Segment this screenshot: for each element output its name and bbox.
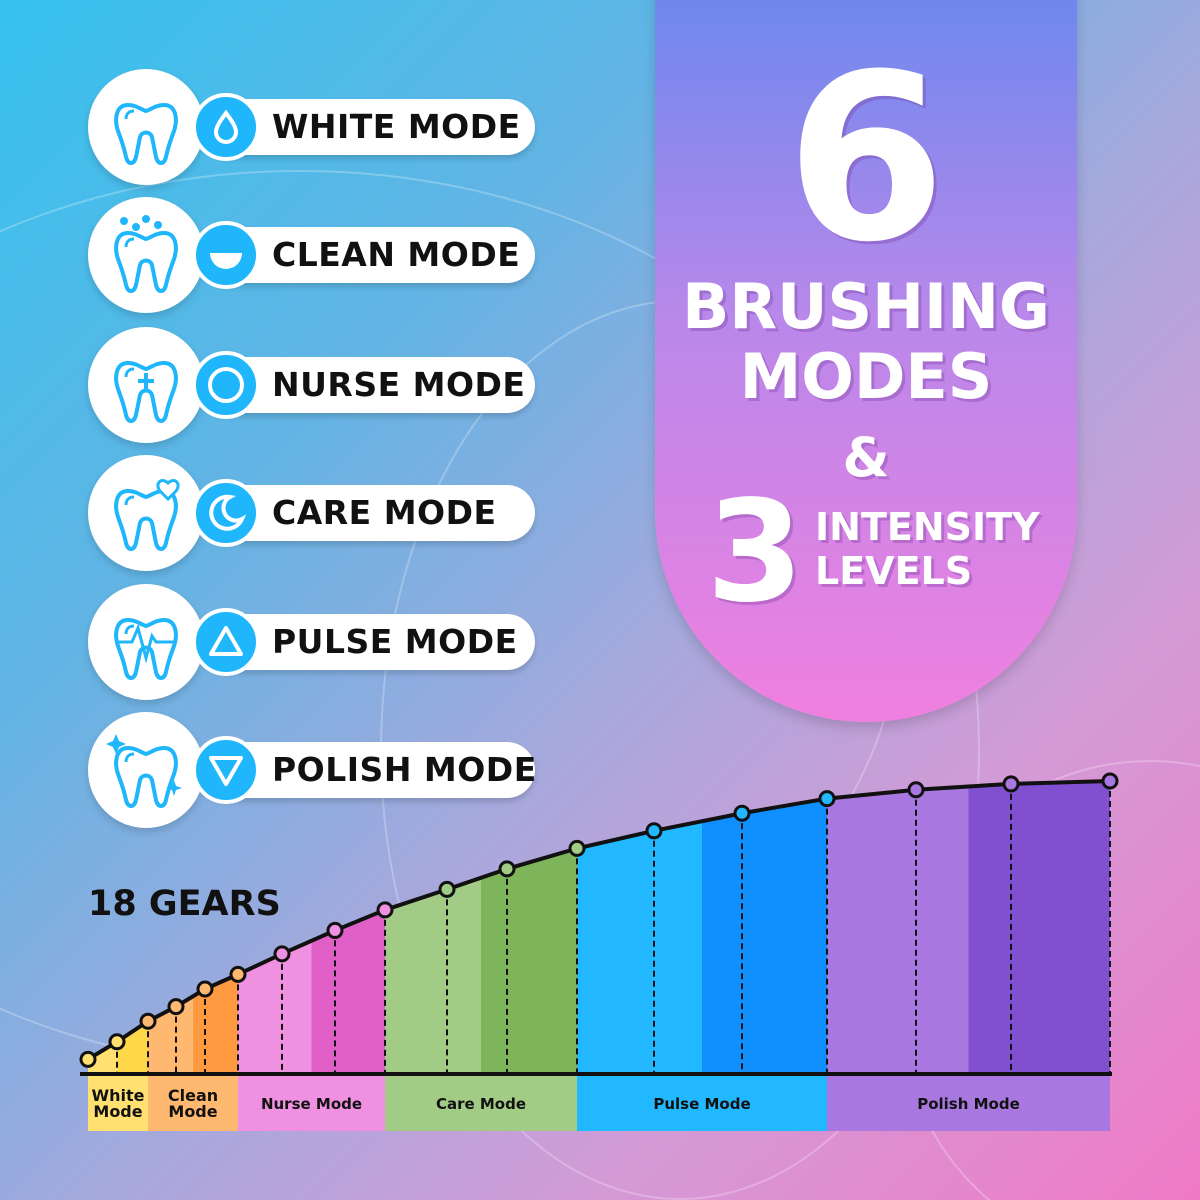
gear-point bbox=[498, 860, 516, 878]
mode-badge bbox=[192, 608, 260, 676]
mode-label: CLEAN MODE bbox=[272, 235, 521, 274]
hero-line-intensity: INTENSITY bbox=[815, 505, 1040, 549]
hero-line-modes: MODES bbox=[739, 340, 993, 413]
half-circle-icon bbox=[210, 253, 242, 269]
mode-badge bbox=[192, 479, 260, 547]
tooth-heart-icon bbox=[114, 479, 180, 551]
tooth-plus-icon bbox=[114, 360, 178, 423]
tooth-circle bbox=[88, 69, 204, 185]
gear-point bbox=[326, 921, 344, 939]
gear-point bbox=[196, 980, 214, 998]
chart-title: 18 GEARS bbox=[88, 884, 281, 924]
gear-point bbox=[568, 839, 586, 857]
modes-count: 6 bbox=[785, 26, 947, 293]
hero-line-brushing: BRUSHING bbox=[682, 270, 1050, 343]
mode-label: NURSE MODE bbox=[272, 365, 526, 404]
gear-point bbox=[438, 880, 456, 898]
gear-point bbox=[907, 781, 925, 799]
mode-area-nurse-mode bbox=[238, 940, 312, 1074]
gear-point bbox=[818, 790, 836, 808]
tooth-circle bbox=[88, 712, 204, 828]
mode-item: NURSE MODE bbox=[88, 327, 538, 443]
gear-point bbox=[229, 965, 247, 983]
mode-area-white-mode bbox=[118, 1021, 148, 1074]
gear-point bbox=[645, 822, 663, 840]
gear-point bbox=[1101, 772, 1119, 790]
gear-point bbox=[167, 998, 185, 1016]
tooth-sparkle-icon bbox=[106, 734, 182, 808]
triangle-up-icon bbox=[209, 626, 243, 656]
mode-area-polish-mode bbox=[968, 781, 1110, 1074]
mode-item: WHITE MODE bbox=[88, 69, 538, 185]
hero-banner bbox=[655, 0, 1077, 722]
segment-label: Care Mode bbox=[385, 1076, 577, 1131]
gear-point bbox=[1002, 775, 1020, 793]
gear-point bbox=[733, 804, 751, 822]
mode-area-pulse-mode bbox=[702, 798, 827, 1074]
gear-point bbox=[108, 1033, 126, 1051]
segment-label: Nurse Mode bbox=[238, 1076, 385, 1131]
tooth-pulse-icon bbox=[114, 617, 178, 680]
mode-item: CARE MODE bbox=[88, 455, 538, 571]
hero-line-levels: LEVELS bbox=[815, 549, 973, 593]
segment-label: White Mode bbox=[88, 1076, 148, 1131]
mode-item: POLISH MODE bbox=[88, 712, 538, 828]
mode-area-white-mode bbox=[88, 1041, 118, 1074]
gear-point bbox=[79, 1050, 97, 1068]
mode-badge bbox=[192, 736, 260, 804]
mode-label: POLISH MODE bbox=[272, 750, 537, 789]
mode-item: PULSE MODE bbox=[88, 584, 538, 700]
gear-point bbox=[139, 1012, 157, 1030]
tooth-bubbles-icon bbox=[114, 215, 178, 293]
mode-item: CLEAN MODE bbox=[88, 197, 538, 313]
tooth-circle bbox=[88, 584, 204, 700]
mode-area-polish-mode bbox=[827, 786, 969, 1074]
mode-area-nurse-mode bbox=[311, 909, 385, 1074]
mode-badge bbox=[192, 351, 260, 419]
moon-icon bbox=[209, 494, 246, 531]
segment-label: Polish Mode bbox=[827, 1076, 1110, 1131]
mode-label: WHITE MODE bbox=[272, 107, 521, 146]
segment-label: Pulse Mode bbox=[577, 1076, 827, 1131]
droplet-icon bbox=[213, 109, 239, 144]
mode-area-pulse-mode bbox=[577, 821, 702, 1074]
mode-label: CARE MODE bbox=[272, 493, 497, 532]
circle-icon bbox=[208, 367, 244, 403]
mode-label: PULSE MODE bbox=[272, 622, 518, 661]
tooth-circle bbox=[88, 197, 204, 313]
triangle-down-icon bbox=[209, 756, 243, 786]
tooth-icon bbox=[114, 102, 178, 165]
mode-area-care-mode bbox=[385, 877, 481, 1074]
tooth-circle bbox=[88, 327, 204, 443]
mode-badge bbox=[192, 93, 260, 161]
mode-area-care-mode bbox=[481, 848, 577, 1074]
levels-count: 3 bbox=[706, 471, 804, 634]
segment-label: Clean Mode bbox=[148, 1076, 238, 1131]
gear-point bbox=[273, 945, 291, 963]
gear-point bbox=[376, 901, 394, 919]
hero-ampersand: & bbox=[842, 426, 890, 489]
mode-badge bbox=[192, 221, 260, 289]
tooth-circle bbox=[88, 455, 204, 571]
